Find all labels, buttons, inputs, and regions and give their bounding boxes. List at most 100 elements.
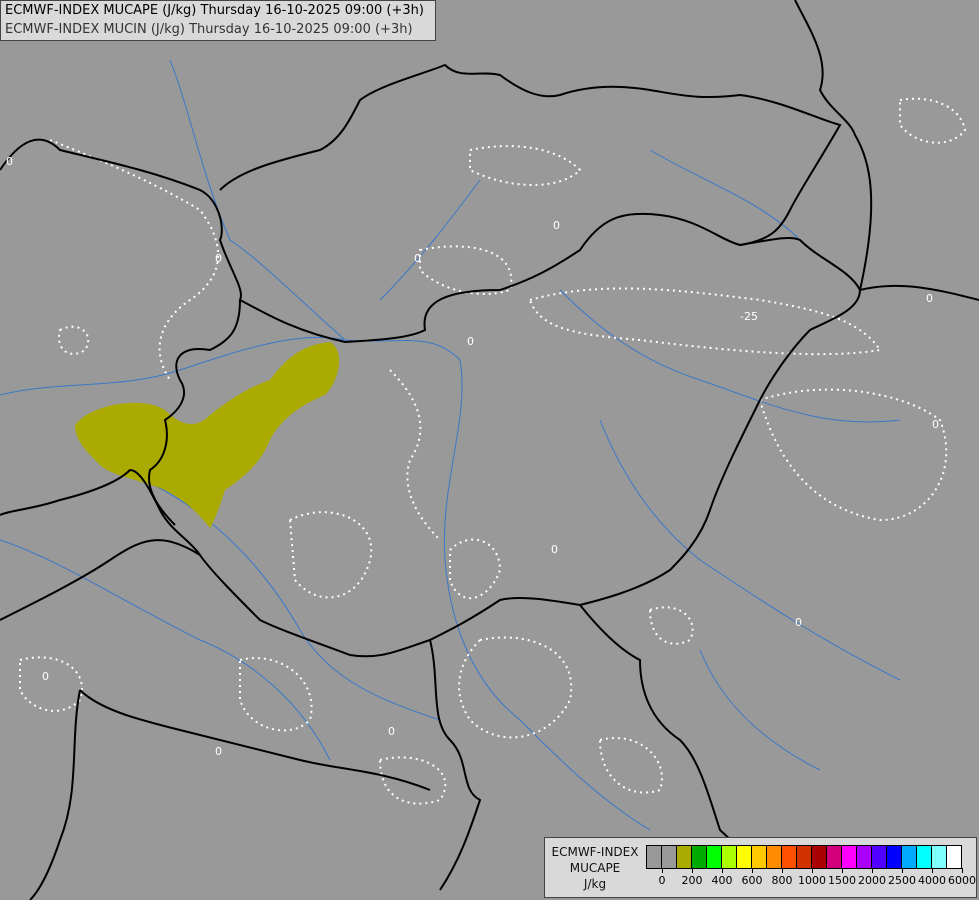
contour-label: 0 bbox=[6, 155, 13, 168]
title-box: ECMWF-INDEX MUCAPE (J/kg) Thursday 16-10… bbox=[0, 0, 436, 41]
contour-label: 0 bbox=[215, 252, 222, 265]
river bbox=[379, 179, 481, 301]
legend-tick bbox=[782, 868, 783, 873]
legend-tick-label: 4000 bbox=[918, 874, 946, 887]
border bbox=[0, 539, 201, 621]
cin-contour bbox=[389, 369, 441, 541]
color-swatch bbox=[782, 846, 797, 868]
color-swatch bbox=[827, 846, 842, 868]
cin-contour bbox=[458, 636, 573, 739]
river bbox=[119, 469, 441, 721]
cin-contour bbox=[758, 388, 948, 522]
contour-label: 0 bbox=[926, 292, 933, 305]
color-swatch bbox=[932, 846, 947, 868]
legend-tick bbox=[692, 868, 693, 873]
cape-fill bbox=[75, 342, 340, 528]
border bbox=[148, 299, 241, 526]
border bbox=[0, 138, 862, 658]
contour-label: 0 bbox=[553, 219, 560, 232]
river bbox=[599, 419, 901, 681]
cin-contour bbox=[899, 97, 967, 144]
color-swatch bbox=[707, 846, 722, 868]
color-swatch bbox=[752, 846, 767, 868]
legend-name-line: MUCAPE bbox=[569, 861, 621, 875]
legend-tick-label: 0 bbox=[658, 874, 666, 887]
legend-tick bbox=[962, 868, 963, 873]
legend-tick-label: 600 bbox=[741, 874, 763, 887]
color-swatch bbox=[902, 846, 917, 868]
color-swatch bbox=[767, 846, 782, 868]
color-swatch bbox=[887, 846, 902, 868]
cin-contour bbox=[239, 657, 313, 732]
legend-tick bbox=[662, 868, 663, 873]
cin-contour bbox=[419, 245, 513, 295]
legend-tick-label: 2000 bbox=[858, 874, 886, 887]
color-swatch bbox=[947, 846, 961, 868]
color-swatch bbox=[842, 846, 857, 868]
legend-tick bbox=[842, 868, 843, 873]
legend-tick-label: 400 bbox=[711, 874, 733, 887]
legend-tick-label: 6000 bbox=[948, 874, 976, 887]
legend-tick-label: 2500 bbox=[888, 874, 916, 887]
cin-contours bbox=[19, 97, 967, 805]
cin-contour bbox=[598, 737, 663, 794]
river bbox=[559, 289, 901, 423]
contour-labels: 0 0 0 0 0 0 0 0 -25 0 0 0 0 bbox=[6, 155, 939, 758]
rivers bbox=[0, 59, 901, 831]
cin-contour bbox=[449, 538, 502, 600]
cape-area bbox=[75, 342, 340, 528]
color-swatch bbox=[722, 846, 737, 868]
legend-tick-label: 1000 bbox=[798, 874, 826, 887]
legend: ECMWF-INDEX MUCAPE J/kg 0 200 400 600 800 100… bbox=[544, 837, 977, 898]
legend-tick-label: 800 bbox=[771, 874, 793, 887]
legend-tick bbox=[872, 868, 873, 873]
color-swatch bbox=[662, 846, 677, 868]
color-swatch bbox=[737, 846, 752, 868]
contour-label: 0 bbox=[414, 252, 421, 265]
cin-contour bbox=[58, 325, 90, 355]
contour-label: 0 bbox=[388, 725, 395, 738]
legend-tick bbox=[752, 868, 753, 873]
legend-tick-label: 1500 bbox=[828, 874, 856, 887]
legend-tick bbox=[812, 868, 813, 873]
border bbox=[429, 639, 482, 891]
legend-tick-label: 200 bbox=[681, 874, 703, 887]
legend-name: ECMWF-INDEX MUCAPE J/kg bbox=[547, 844, 643, 892]
river bbox=[649, 149, 801, 241]
river bbox=[0, 336, 651, 831]
river bbox=[169, 59, 231, 241]
contour-label: 0 bbox=[795, 616, 802, 629]
color-swatch bbox=[857, 846, 872, 868]
mucape-title: ECMWF-INDEX MUCAPE (J/kg) Thursday 16-10… bbox=[5, 3, 424, 18]
river bbox=[699, 649, 821, 771]
color-swatch bbox=[797, 846, 812, 868]
mucin-title: ECMWF-INDEX MUCIN (J/kg) Thursday 16-10-… bbox=[5, 22, 413, 37]
color-swatch bbox=[917, 846, 932, 868]
color-swatch bbox=[872, 846, 887, 868]
border bbox=[79, 689, 431, 791]
legend-tick bbox=[932, 868, 933, 873]
cin-contour bbox=[469, 145, 582, 186]
color-swatch bbox=[812, 846, 827, 868]
contour-label: 0 bbox=[42, 670, 49, 683]
contour-label: 0 bbox=[932, 418, 939, 431]
cin-contour bbox=[19, 656, 83, 712]
color-swatch bbox=[692, 846, 707, 868]
legend-name-line: J/kg bbox=[583, 877, 607, 891]
contour-label: 0 bbox=[215, 745, 222, 758]
river bbox=[229, 239, 346, 341]
border bbox=[219, 63, 842, 246]
contour-label: 0 bbox=[467, 335, 474, 348]
legend-tick bbox=[722, 868, 723, 873]
cin-contour bbox=[49, 139, 219, 381]
cin-contour bbox=[378, 756, 447, 805]
contour-label: -25 bbox=[740, 310, 758, 323]
border bbox=[29, 689, 81, 900]
legend-tick bbox=[902, 868, 903, 873]
color-swatch bbox=[677, 846, 692, 868]
cin-contour bbox=[648, 606, 694, 645]
color-swatch bbox=[647, 846, 662, 868]
contour-label: 0 bbox=[551, 543, 558, 556]
river bbox=[0, 539, 331, 761]
